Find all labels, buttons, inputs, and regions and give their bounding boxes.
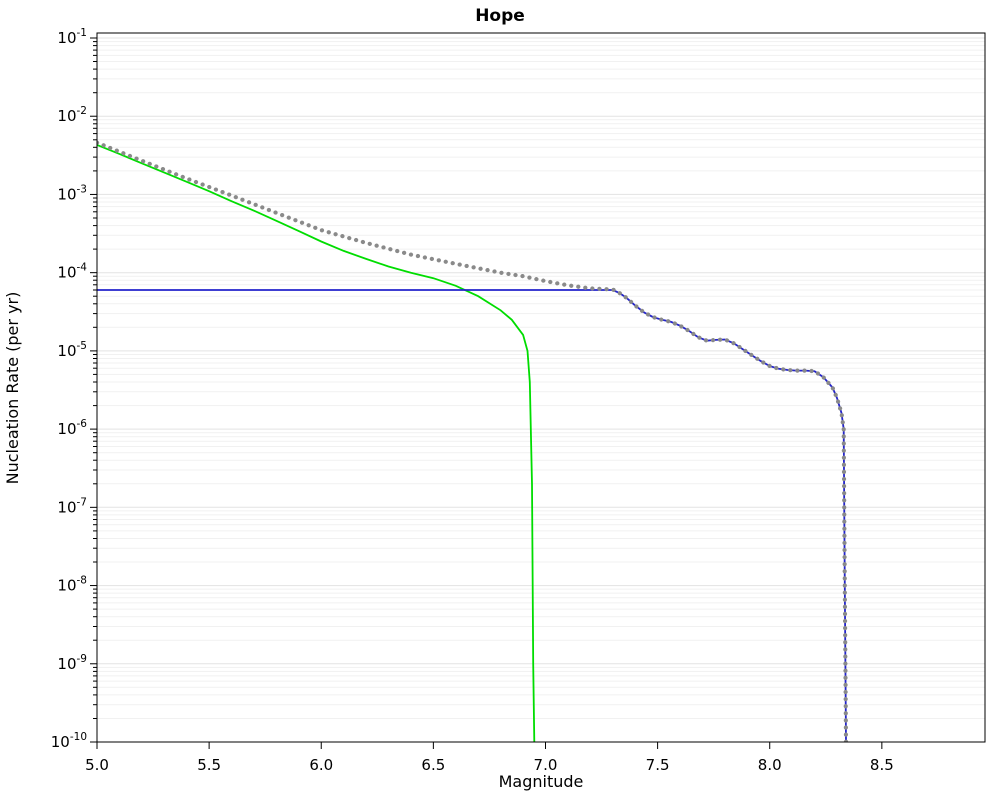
x-tick-label: 6.0 [309,756,333,774]
x-tick-label: 7.5 [646,756,670,774]
series-gray-dotted-curve [97,140,849,742]
y-tick-label: 10-5 [57,340,87,360]
gridlines [97,37,985,743]
y-axis-label: Nucleation Rate (per yr) [3,292,22,485]
y-tick-label: 10-8 [57,575,87,595]
chart-title: Hope [475,6,525,26]
series-green-curve [97,144,536,742]
y-tick-label: 10-7 [57,496,87,516]
x-tick-label: 8.0 [758,756,782,774]
y-tick-label: 10-4 [57,262,87,282]
x-tick-label: 7.0 [534,756,558,774]
x-tick-label: 5.0 [85,756,109,774]
y-tick-label: 10-6 [57,418,87,438]
y-tick-label: 10-3 [57,183,87,203]
x-tick-label: 8.5 [870,756,894,774]
x-axis-label: Magnitude [499,772,584,791]
x-tick-label: 5.5 [197,756,221,774]
plot-border [96,32,986,743]
x-axis: 5.0 5.5 6.0 6.5 7.0 7.5 8.0 8.5 [85,742,894,774]
y-tick-label: 10-1 [57,27,87,47]
series-group [97,140,849,742]
y-tick-label: 10-10 [51,731,87,751]
y-tick-label: 10-9 [57,653,87,673]
series-blue-curve [97,289,847,742]
y-tick-label: 10-2 [57,105,87,125]
x-tick-label: 6.5 [421,756,445,774]
y-axis: 10-1 10-2 10-3 10-4 10-5 10-6 10-7 10-8 10-9 10-1… [51,27,97,751]
